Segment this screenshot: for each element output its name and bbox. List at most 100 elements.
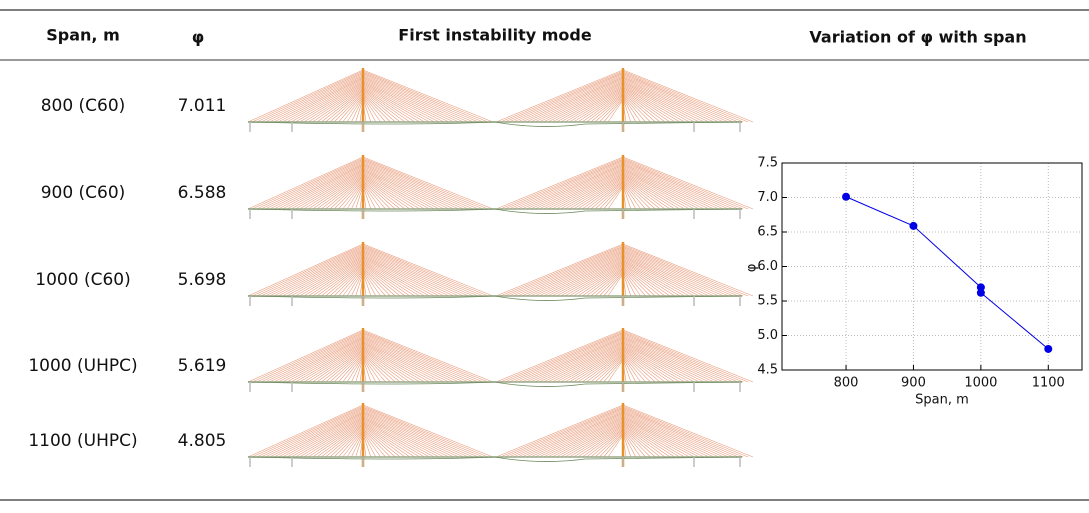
cable [321,90,363,122]
data-point [977,289,985,297]
cable [363,413,459,457]
cable [278,338,363,382]
cable [252,71,363,122]
cable [351,433,363,457]
cable [351,358,363,382]
cable [257,246,363,296]
cable [623,71,748,122]
cable [321,264,363,296]
cable [623,165,719,209]
header-cell: Span, m [46,26,119,45]
cable [623,245,748,296]
x-tick-label: 800 [834,376,859,391]
cable [351,185,363,209]
cable [363,245,488,296]
figure: Span, m φ First instability mode Variati… [0,0,1089,509]
cable [500,406,623,457]
cable [363,158,488,209]
cable [257,72,363,122]
cable [623,159,743,209]
cable [321,177,363,209]
phi-cell: 4.805 [178,431,227,451]
cable [252,245,363,296]
phi-cell: 7.011 [178,96,227,116]
cable [535,80,623,122]
cable [623,413,719,457]
cable [500,245,623,296]
y-tick-label: 5.5 [757,294,778,309]
cable [278,165,363,209]
cable [535,340,623,382]
cable [363,252,459,296]
x-axis-label: Span, m [915,393,969,408]
span-cell: 900 (C60) [41,183,126,203]
bridge-mode-shape [248,403,753,467]
cable [363,165,459,209]
cable [363,338,459,382]
cable [257,332,363,382]
span-cell: 1100 (UHPC) [28,431,137,451]
cable [623,331,748,382]
cable [500,331,623,382]
cable [363,72,483,122]
bridge-mode-shape [248,155,753,219]
header-cell: Variation of φ with span [809,28,1026,47]
cable [363,159,483,209]
x-tick-label: 900 [901,376,926,391]
series-line [846,197,1048,349]
cable [363,406,488,457]
bridge-mode-shape [248,68,753,132]
span-cell: 1000 (C60) [35,270,130,290]
cable [623,78,719,122]
cable [623,158,748,209]
cable [535,254,623,296]
cable [604,99,623,122]
cable [500,71,623,122]
cable [363,71,488,122]
y-axis-label: φ [745,264,760,273]
cable [623,332,743,382]
data-point [909,222,917,230]
y-tick-label: 5.0 [757,328,778,343]
data-point [842,193,850,201]
phi-cell: 6.588 [178,183,227,203]
page: Span, m φ First instability mode Variati… [0,0,1089,513]
cable [363,78,459,122]
cable [363,331,488,382]
cable [623,338,719,382]
y-tick-label: 7.0 [757,190,778,205]
header-cell: φ [192,28,205,47]
cable [623,407,743,457]
bridge-mode-shape [248,328,753,392]
y-tick-label: 7.5 [757,156,778,171]
x-tick-label: 1100 [1032,376,1065,391]
cable [363,246,483,296]
phi-cell: 5.619 [178,356,227,376]
cable [535,415,623,457]
y-tick-label: 4.5 [757,363,778,378]
cable [321,350,363,382]
cable [535,167,623,209]
cable [604,434,623,457]
phi-cell: 5.698 [178,270,227,290]
cable [363,407,483,457]
bridge-mode-shape [248,242,753,306]
header-cell: First instability mode [398,26,592,45]
y-tick-label: 6.5 [757,225,778,240]
cable [363,332,483,382]
y-tick-label: 6.0 [757,259,778,274]
cable [604,273,623,296]
cable [252,331,363,382]
cable [351,272,363,296]
cable [604,186,623,209]
cable [351,98,363,122]
cable [500,158,623,209]
data-point [1044,345,1052,353]
span-cell: 1000 (UHPC) [28,356,137,376]
cable [278,78,363,122]
cable [278,252,363,296]
cable [623,406,748,457]
cable [623,246,743,296]
cable [278,413,363,457]
span-cell: 800 (C60) [41,96,126,116]
